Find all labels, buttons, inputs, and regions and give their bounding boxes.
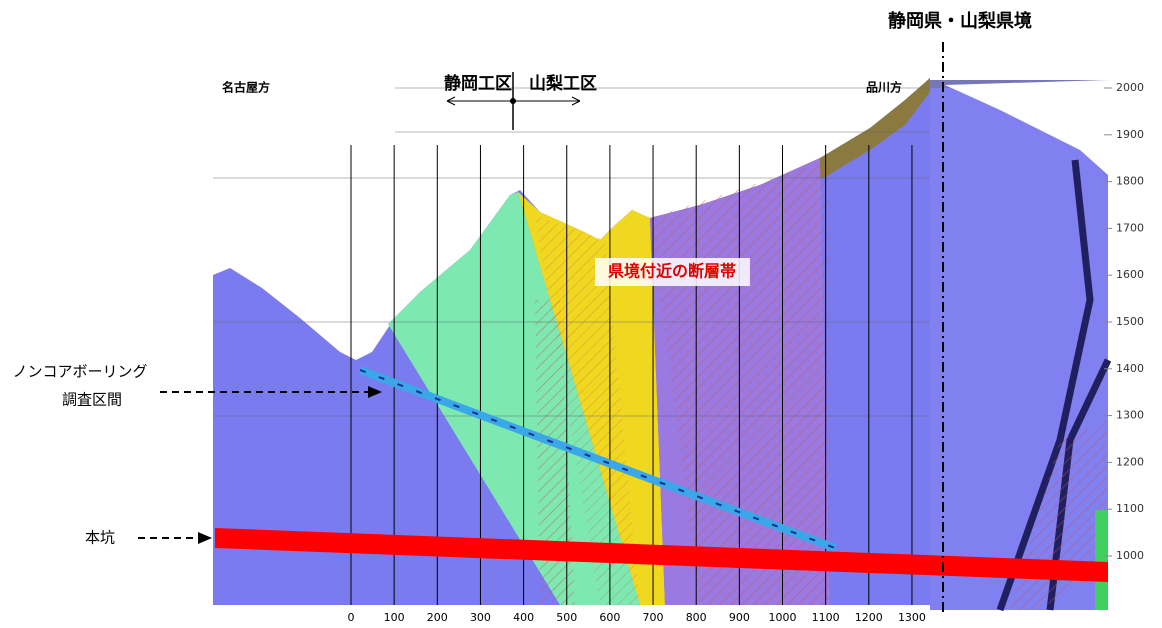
y-tick-label: 1800	[1116, 175, 1144, 188]
y-tick-label: 1200	[1116, 455, 1144, 468]
y-tick-label: 1100	[1116, 502, 1144, 515]
x-tick-label: 400	[513, 611, 534, 624]
y-tick-label: 1000	[1116, 549, 1144, 562]
x-tick-label: 600	[599, 611, 620, 624]
border-label: 静岡県・山梨県境	[888, 10, 1032, 32]
y-tick-label: 1300	[1116, 409, 1144, 422]
x-tick-label: 1200	[855, 611, 883, 624]
section-arrows	[446, 96, 581, 106]
section-label: 山梨工区	[529, 73, 597, 94]
direction-label: 品川方	[866, 80, 902, 95]
main-tunnel	[215, 528, 1108, 582]
detail-sky	[945, 80, 1108, 175]
x-tick-label: 1000	[769, 611, 797, 624]
green-layer	[388, 192, 640, 605]
y-tick-label: 1900	[1116, 128, 1144, 141]
arrow-head	[198, 532, 212, 544]
direction-label: 名古屋方	[222, 80, 270, 95]
hatch-3	[535, 215, 640, 605]
x-tick-label: 900	[729, 611, 750, 624]
x-tick-label: 700	[643, 611, 664, 624]
x-tick-label: 1100	[812, 611, 840, 624]
x-tick-label: 500	[556, 611, 577, 624]
detail-green	[1095, 510, 1108, 610]
x-tick-label: 800	[686, 611, 707, 624]
y-tick-label: 1600	[1116, 268, 1144, 281]
y-tick-label: 1500	[1116, 315, 1144, 328]
y-tick-label: 2000	[1116, 81, 1144, 94]
y-tick-label: 1700	[1116, 221, 1144, 234]
x-tick-label: 100	[384, 611, 405, 624]
y-tick-label: 1400	[1116, 362, 1144, 375]
section-label: 静岡工区	[444, 73, 512, 94]
x-tick-label: 0	[348, 611, 355, 624]
x-tick-label: 200	[427, 611, 448, 624]
arrow-head	[368, 386, 382, 398]
annotation: 調査区間	[62, 391, 122, 409]
fault-label: 県境付近の断層帯	[608, 262, 736, 281]
annotation: 本坑	[85, 529, 115, 547]
x-tick-label: 1300	[898, 611, 926, 624]
boring-marks	[359, 369, 836, 549]
fault-label-bg	[595, 258, 750, 286]
annotation: ノンコアボーリング	[12, 363, 147, 381]
x-tick-label: 300	[470, 611, 491, 624]
hatch-1	[535, 300, 575, 605]
